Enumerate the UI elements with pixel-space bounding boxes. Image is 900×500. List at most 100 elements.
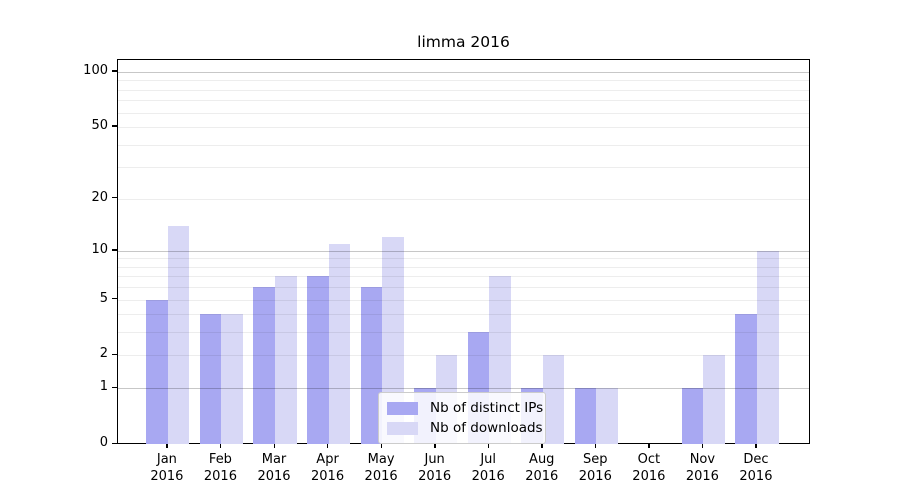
- x-tick-label-jan: Jan 2016: [139, 451, 195, 485]
- gridline-minor-4: [118, 314, 809, 316]
- gridline-minor-20: [118, 198, 809, 200]
- y-tick-50: [112, 125, 117, 127]
- x-tick-feb: [219, 443, 222, 448]
- y-tick-label-20: 20: [91, 189, 108, 205]
- legend-label-downloads: Nb of downloads: [430, 420, 543, 436]
- x-label-year: 2016: [257, 469, 291, 484]
- y-tick-label-10: 10: [91, 241, 108, 257]
- x-tick-label-jun: Jun 2016: [407, 451, 463, 485]
- x-label-month: Oct: [637, 452, 661, 467]
- x-label-year: 2016: [578, 469, 612, 484]
- x-tick-aug: [541, 443, 543, 448]
- x-label-year: 2016: [150, 469, 184, 484]
- bar-downloads-mar: [275, 276, 297, 444]
- bar-downloads-aug: [542, 355, 565, 444]
- x-tick-dec: [755, 443, 757, 448]
- x-label-year: 2016: [632, 469, 666, 484]
- x-tick-label-apr: Apr 2016: [300, 451, 356, 485]
- chart-title: limma 2016: [417, 33, 510, 51]
- gridline-minor-50: [118, 126, 809, 128]
- x-tick-label-feb: Feb 2016: [192, 451, 248, 485]
- x-tick-label-sep: Sep 2016: [567, 451, 623, 485]
- x-tick-mar: [273, 443, 275, 448]
- gridline-minor-9: [118, 258, 809, 260]
- gridline-minor-30: [118, 167, 809, 169]
- y-tick-10: [112, 249, 117, 251]
- x-tick-jul: [487, 443, 490, 448]
- y-tick-2: [112, 353, 117, 356]
- bar-distinct-ips-feb: [199, 314, 222, 444]
- x-label-year: 2016: [739, 469, 773, 484]
- y-tick-1: [112, 386, 117, 388]
- legend-item-distinct-ips: Nb of distinct IPs: [387, 398, 543, 418]
- legend-label-distinct-ips: Nb of distinct IPs: [430, 400, 544, 416]
- gridline-minor-3: [118, 332, 809, 334]
- bar-distinct-ips-mar: [253, 287, 275, 444]
- x-label-month: Sep: [583, 452, 608, 467]
- x-tick-label-may: May 2016: [353, 451, 409, 485]
- y-tick-100: [112, 70, 117, 72]
- x-tick-label-nov: Nov 2016: [674, 451, 730, 485]
- x-label-month: Feb: [208, 452, 232, 467]
- y-tick-label-5: 5: [99, 290, 108, 306]
- bar-downloads-feb: [221, 314, 244, 444]
- x-label-month: Dec: [743, 452, 769, 467]
- x-label-year: 2016: [311, 469, 345, 484]
- legend: Nb of distinct IPs Nb of downloads: [378, 392, 546, 444]
- x-label-month: Nov: [689, 452, 716, 467]
- y-tick-5: [112, 298, 117, 300]
- x-label-month: Aug: [529, 452, 555, 467]
- legend-item-downloads: Nb of downloads: [387, 418, 543, 438]
- bar-downloads-apr: [328, 243, 351, 444]
- x-label-year: 2016: [471, 469, 505, 484]
- gridline-major-1: [118, 388, 809, 390]
- x-tick-apr: [327, 443, 329, 448]
- gridline-minor-8: [118, 266, 809, 268]
- gridline-minor-5: [118, 299, 809, 301]
- x-label-month: Mar: [261, 452, 287, 467]
- gridline-minor-7: [118, 276, 809, 278]
- legend-swatch-distinct-ips: [387, 401, 418, 415]
- gridline-minor-2: [118, 355, 809, 357]
- y-tick-label-100: 100: [83, 62, 108, 78]
- bar-distinct-ips-may: [360, 287, 383, 444]
- bar-distinct-ips-sep: [574, 388, 597, 444]
- x-tick-sep: [594, 443, 597, 448]
- x-label-month: Jun: [424, 452, 445, 467]
- gridline-minor-70: [118, 100, 809, 102]
- x-label-year: 2016: [364, 469, 398, 484]
- x-label-year: 2016: [525, 469, 559, 484]
- bar-distinct-ips-nov: [681, 388, 704, 444]
- x-label-month: May: [367, 452, 395, 467]
- bar-distinct-ips-jan: [146, 299, 168, 444]
- gridline-minor-6: [118, 287, 809, 289]
- bar-distinct-ips-apr: [306, 276, 329, 444]
- y-tick-label-0: 0: [99, 435, 108, 450]
- bar-downloads-dec: [756, 250, 779, 444]
- gridline-minor-60: [118, 112, 809, 114]
- bar-distinct-ips-dec: [735, 314, 757, 444]
- x-label-year: 2016: [685, 469, 719, 484]
- x-tick-label-dec: Dec 2016: [728, 451, 784, 485]
- x-tick-label-oct: Oct 2016: [621, 451, 677, 485]
- x-label-year: 2016: [418, 469, 452, 484]
- bar-downloads-sep: [596, 388, 618, 444]
- x-label-month: Apr: [316, 452, 339, 467]
- bar-downloads-nov: [703, 355, 725, 444]
- x-tick-label-mar: Mar 2016: [246, 451, 302, 485]
- gridline-major-100: [118, 71, 809, 73]
- x-tick-nov: [701, 443, 704, 448]
- x-tick-label-jul: Jul 2016: [460, 451, 516, 485]
- x-label-month: Jul: [480, 452, 497, 467]
- gridline-minor-40: [118, 144, 809, 146]
- y-tick-0: [112, 442, 117, 444]
- x-tick-may: [380, 443, 382, 448]
- x-tick-label-aug: Aug 2016: [514, 451, 570, 485]
- x-tick-jan: [166, 443, 168, 448]
- y-tick-label-2: 2: [99, 346, 108, 362]
- x-tick-jun: [434, 443, 436, 448]
- gridline-major-10: [118, 250, 809, 252]
- plot-area: [117, 59, 810, 444]
- legend-swatch-downloads: [387, 421, 418, 435]
